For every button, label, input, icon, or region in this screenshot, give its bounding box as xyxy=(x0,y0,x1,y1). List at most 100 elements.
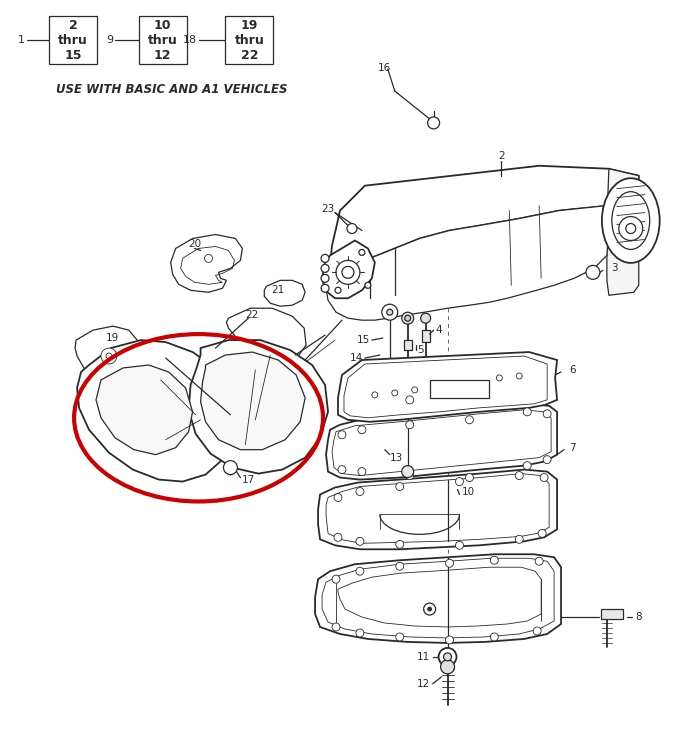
Circle shape xyxy=(359,249,365,255)
Circle shape xyxy=(332,623,340,631)
Bar xyxy=(139,16,187,64)
Circle shape xyxy=(338,466,346,474)
Text: 2
thru
15: 2 thru 15 xyxy=(58,19,88,62)
Polygon shape xyxy=(318,469,557,549)
Circle shape xyxy=(441,660,454,674)
Circle shape xyxy=(321,274,329,282)
Circle shape xyxy=(396,562,404,570)
Polygon shape xyxy=(607,168,639,295)
Text: 22: 22 xyxy=(246,310,259,320)
Circle shape xyxy=(412,387,418,393)
Text: 9: 9 xyxy=(106,35,113,45)
Polygon shape xyxy=(171,235,243,292)
Polygon shape xyxy=(330,165,639,268)
Circle shape xyxy=(334,534,342,542)
Circle shape xyxy=(427,607,431,611)
Text: 19
thru
22: 19 thru 22 xyxy=(235,19,264,62)
Text: 18: 18 xyxy=(183,35,197,45)
Text: 14: 14 xyxy=(350,353,363,363)
Text: 17: 17 xyxy=(242,475,255,485)
Polygon shape xyxy=(75,326,141,386)
Polygon shape xyxy=(226,308,306,362)
Circle shape xyxy=(515,472,523,480)
Text: 2: 2 xyxy=(498,151,505,161)
Polygon shape xyxy=(77,340,235,482)
Circle shape xyxy=(443,653,452,661)
Polygon shape xyxy=(189,340,328,474)
Text: 13: 13 xyxy=(390,453,403,463)
Circle shape xyxy=(516,373,522,379)
Circle shape xyxy=(347,224,357,233)
Circle shape xyxy=(101,348,117,364)
Text: 15: 15 xyxy=(357,335,370,345)
Circle shape xyxy=(535,557,543,565)
Circle shape xyxy=(586,265,600,279)
Circle shape xyxy=(387,309,393,315)
Bar xyxy=(49,16,97,64)
Circle shape xyxy=(538,529,546,537)
Polygon shape xyxy=(325,206,609,320)
Circle shape xyxy=(466,416,473,424)
Circle shape xyxy=(491,633,498,641)
Circle shape xyxy=(356,567,364,575)
Circle shape xyxy=(356,629,364,637)
Bar xyxy=(601,609,623,619)
Circle shape xyxy=(421,313,431,323)
Polygon shape xyxy=(264,281,305,306)
Circle shape xyxy=(496,375,502,381)
Circle shape xyxy=(424,603,435,615)
Circle shape xyxy=(372,392,378,398)
Circle shape xyxy=(446,636,454,644)
Circle shape xyxy=(427,117,439,129)
Circle shape xyxy=(404,315,410,321)
Text: 20: 20 xyxy=(188,239,201,249)
Text: 23: 23 xyxy=(321,203,335,214)
Circle shape xyxy=(402,312,414,324)
Circle shape xyxy=(332,575,340,583)
Text: 5: 5 xyxy=(418,345,425,355)
Circle shape xyxy=(523,461,531,469)
Circle shape xyxy=(439,648,456,666)
Circle shape xyxy=(540,474,548,482)
Circle shape xyxy=(396,540,404,548)
Circle shape xyxy=(381,304,398,320)
Circle shape xyxy=(336,260,360,284)
Text: 6: 6 xyxy=(569,365,576,375)
Circle shape xyxy=(396,633,404,641)
Polygon shape xyxy=(96,365,193,455)
Circle shape xyxy=(406,472,414,480)
Circle shape xyxy=(224,461,237,475)
Circle shape xyxy=(358,467,366,475)
Circle shape xyxy=(456,542,464,549)
Circle shape xyxy=(491,556,498,564)
Circle shape xyxy=(356,488,364,496)
Circle shape xyxy=(335,287,341,293)
Polygon shape xyxy=(322,241,375,298)
Text: 16: 16 xyxy=(378,63,392,73)
Ellipse shape xyxy=(602,178,660,263)
Circle shape xyxy=(321,284,329,292)
Circle shape xyxy=(515,535,523,543)
Circle shape xyxy=(543,456,551,464)
Text: 10
thru
12: 10 thru 12 xyxy=(148,19,177,62)
Circle shape xyxy=(392,390,398,396)
Polygon shape xyxy=(338,352,557,422)
Circle shape xyxy=(358,426,366,434)
Text: 11: 11 xyxy=(417,652,429,662)
Circle shape xyxy=(533,627,541,635)
Circle shape xyxy=(625,224,636,233)
Bar xyxy=(429,380,489,398)
Text: 8: 8 xyxy=(635,612,642,622)
Circle shape xyxy=(321,265,329,273)
Circle shape xyxy=(619,217,643,241)
Text: USE WITH BASIC AND A1 VEHICLES: USE WITH BASIC AND A1 VEHICLES xyxy=(56,82,288,95)
Text: 4: 4 xyxy=(435,325,442,335)
Bar xyxy=(404,340,412,350)
Circle shape xyxy=(356,537,364,545)
Circle shape xyxy=(402,466,414,477)
Circle shape xyxy=(321,254,329,262)
Text: 1: 1 xyxy=(18,35,26,45)
Circle shape xyxy=(523,408,531,416)
Polygon shape xyxy=(326,404,557,480)
Text: 21: 21 xyxy=(272,285,285,295)
